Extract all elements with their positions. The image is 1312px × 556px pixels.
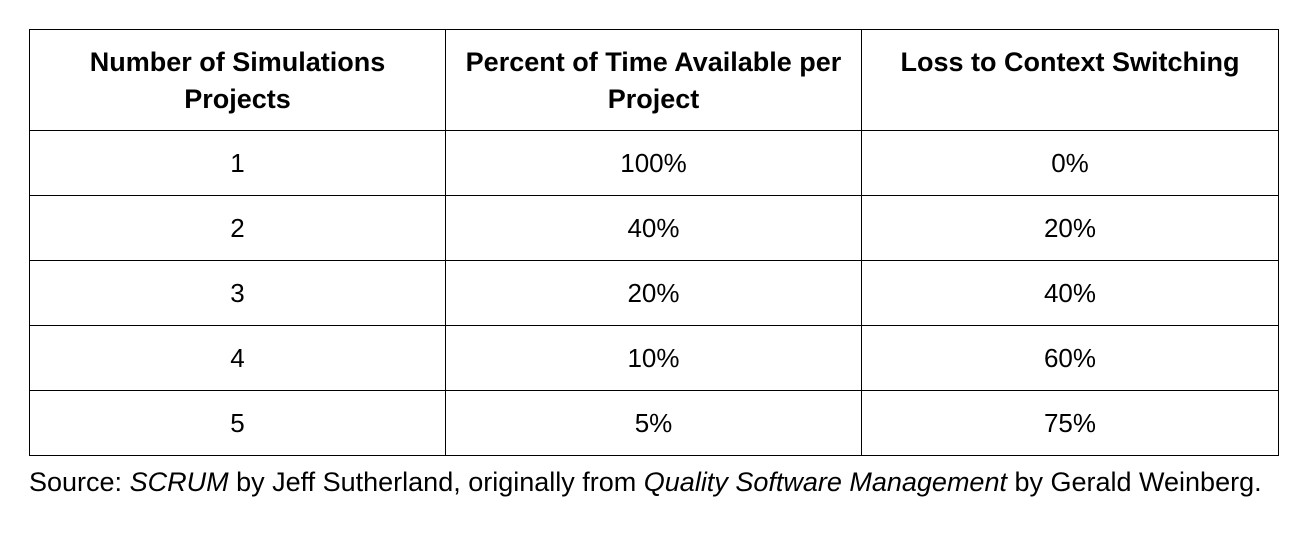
- table-row: 5 5% 75%: [29, 390, 1279, 456]
- source-book-title: SCRUM: [129, 467, 229, 497]
- context-switching-table: Number of Simulations Projects Percent o…: [29, 29, 1279, 456]
- header-number-of-projects: Number of Simulations Projects: [29, 29, 446, 131]
- cell-percent-time: 40%: [445, 195, 862, 261]
- header-percent-time-available: Percent of Time Available per Project: [445, 29, 862, 131]
- cell-loss: 0%: [861, 130, 1279, 196]
- table-row: 2 40% 20%: [29, 195, 1279, 261]
- header-loss-context-switching: Loss to Context Switching: [861, 29, 1279, 131]
- source-citation: Source: SCRUM by Jeff Sutherland, origin…: [29, 462, 1269, 502]
- cell-percent-time: 100%: [445, 130, 862, 196]
- cell-percent-time: 5%: [445, 390, 862, 456]
- cell-loss: 40%: [861, 260, 1279, 326]
- cell-projects: 4: [29, 325, 446, 391]
- cell-percent-time: 20%: [445, 260, 862, 326]
- source-middle: by Jeff Sutherland, originally from: [228, 467, 644, 497]
- table-header-row: Number of Simulations Projects Percent o…: [29, 29, 1279, 131]
- cell-percent-time: 10%: [445, 325, 862, 391]
- table-row: 1 100% 0%: [29, 130, 1279, 196]
- cell-projects: 1: [29, 130, 446, 196]
- context-switching-table-container: Number of Simulations Projects Percent o…: [29, 29, 1279, 456]
- cell-projects: 2: [29, 195, 446, 261]
- cell-loss: 75%: [861, 390, 1279, 456]
- cell-projects: 3: [29, 260, 446, 326]
- cell-loss: 60%: [861, 325, 1279, 391]
- cell-projects: 5: [29, 390, 446, 456]
- source-suffix: by Gerald Weinberg.: [1006, 467, 1262, 497]
- source-prefix: Source:: [29, 467, 130, 497]
- cell-loss: 20%: [861, 195, 1279, 261]
- table-row: 3 20% 40%: [29, 260, 1279, 326]
- source-original-book-title: Quality Software Management: [643, 467, 1007, 497]
- table-row: 4 10% 60%: [29, 325, 1279, 391]
